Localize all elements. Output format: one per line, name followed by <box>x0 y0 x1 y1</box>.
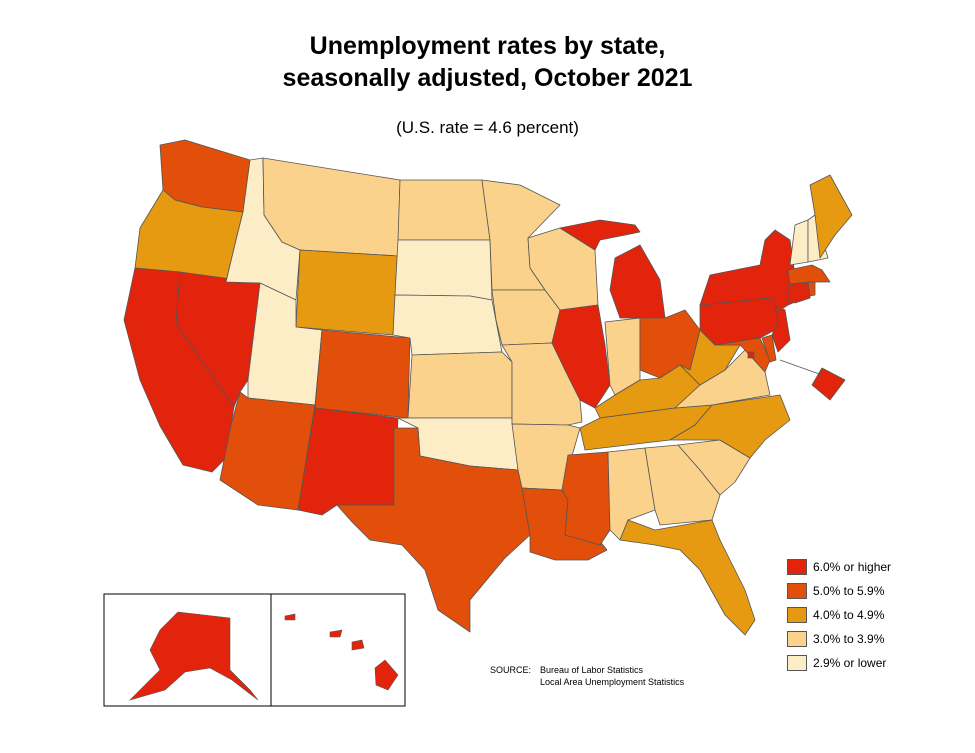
state-ia <box>491 289 561 346</box>
title-line-2: seasonally adjusted, October 2021 <box>282 64 693 92</box>
state-nd <box>397 179 491 241</box>
legend-swatch <box>787 654 807 671</box>
state-ak <box>128 611 259 701</box>
state-ms <box>561 451 611 546</box>
state-nm <box>297 407 399 516</box>
map-title: Unemployment rates by state, seasonally … <box>0 30 975 94</box>
legend-label: 6.0% or higher <box>813 559 892 574</box>
state-ma <box>787 264 831 285</box>
legend-swatch <box>787 558 807 575</box>
legend-swatch <box>787 606 807 623</box>
state-fl <box>619 519 756 636</box>
state-az <box>219 391 316 511</box>
source-line-2: Local Area Unemployment Statistics <box>540 677 685 687</box>
state-callout <box>811 367 846 401</box>
state-ny <box>699 229 801 311</box>
legend-item: 5.0% to 5.9% <box>787 582 891 599</box>
legend-label: 2.9% or lower <box>813 655 887 670</box>
state-vt <box>789 219 809 266</box>
hawaii-inset-frame <box>270 593 406 707</box>
state-wy <box>295 249 399 336</box>
source-note: SOURCE: Bureau of Labor Statistics Local… <box>490 664 684 688</box>
legend-item: 3.0% to 3.9% <box>787 630 891 647</box>
legend: 6.0% or higher 5.0% to 5.9% 4.0% to 4.9%… <box>787 558 891 678</box>
map-subtitle: (U.S. rate = 4.6 percent) <box>396 118 579 137</box>
legend-label: 3.0% to 3.9% <box>813 631 885 646</box>
state-mt <box>262 157 401 257</box>
state-md <box>714 337 771 373</box>
legend-swatch <box>787 582 807 599</box>
legend-item: 2.9% or lower <box>787 654 891 671</box>
state-dc <box>747 351 755 359</box>
state-ks <box>407 351 513 419</box>
callout-line <box>779 359 823 376</box>
state-co <box>314 329 411 419</box>
legend-item: 4.0% to 4.9% <box>787 606 891 623</box>
state-ct <box>787 281 811 304</box>
state-sd <box>394 239 493 301</box>
state-de <box>761 334 777 363</box>
source-line-1: Bureau of Labor Statistics <box>540 665 644 675</box>
state-hi <box>284 613 399 691</box>
state-nc <box>669 394 791 459</box>
source-label: SOURCE: <box>490 665 532 675</box>
legend-swatch <box>787 630 807 647</box>
legend-label: 5.0% to 5.9% <box>813 583 885 598</box>
state-tx <box>336 427 531 633</box>
legend-item: 6.0% or higher <box>787 558 891 575</box>
legend-label: 4.0% to 4.9% <box>813 607 885 622</box>
state-me <box>809 174 853 259</box>
title-line-1: Unemployment rates by state, <box>309 32 666 60</box>
state-nj <box>771 304 791 353</box>
